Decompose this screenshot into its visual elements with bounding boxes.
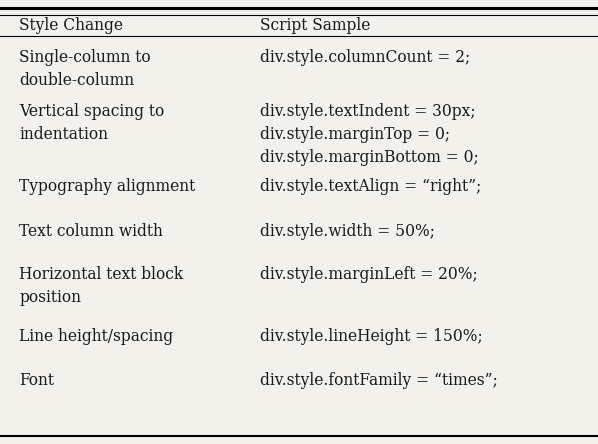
Text: Single-column to: Single-column to (19, 49, 151, 66)
Text: div.style.fontFamily = “times”;: div.style.fontFamily = “times”; (260, 372, 498, 389)
Text: Font: Font (19, 372, 54, 389)
Text: div.style.lineHeight = 150%;: div.style.lineHeight = 150%; (260, 328, 483, 345)
Text: div.style.marginTop = 0;: div.style.marginTop = 0; (260, 126, 450, 143)
Text: div.style.marginLeft = 20%;: div.style.marginLeft = 20%; (260, 266, 478, 283)
Text: Typography alignment: Typography alignment (19, 178, 196, 194)
Text: Line height/spacing: Line height/spacing (19, 328, 173, 345)
Text: Style Change: Style Change (19, 17, 123, 34)
Text: indentation: indentation (19, 126, 108, 143)
Text: div.style.textIndent = 30px;: div.style.textIndent = 30px; (260, 103, 476, 120)
Text: div.style.textAlign = “right”;: div.style.textAlign = “right”; (260, 178, 481, 194)
Text: div.style.columnCount = 2;: div.style.columnCount = 2; (260, 49, 471, 66)
Text: position: position (19, 289, 81, 306)
Text: Horizontal text block: Horizontal text block (19, 266, 184, 283)
Text: Script Sample: Script Sample (260, 17, 371, 34)
Text: div.style.marginBottom = 0;: div.style.marginBottom = 0; (260, 149, 479, 166)
Text: Text column width: Text column width (19, 223, 163, 240)
Text: div.style.width = 50%;: div.style.width = 50%; (260, 223, 435, 240)
Text: double-column: double-column (19, 72, 135, 89)
Text: Vertical spacing to: Vertical spacing to (19, 103, 164, 120)
